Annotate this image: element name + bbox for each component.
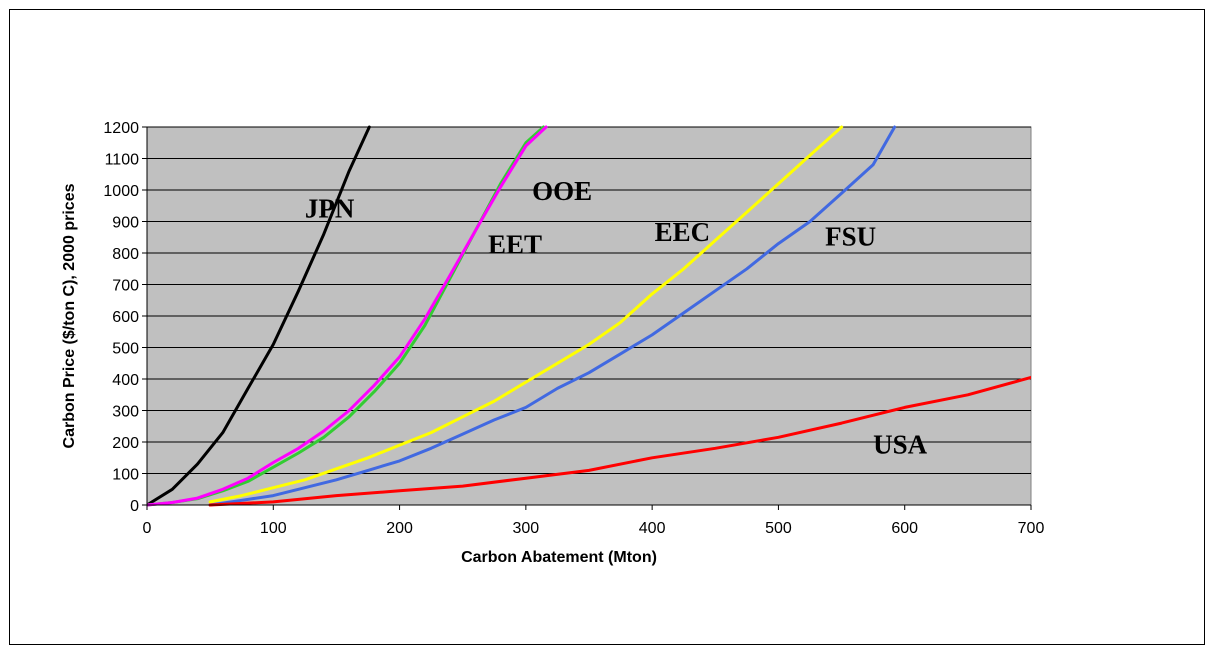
series-label-jpn: JPN [305, 193, 355, 223]
y-tick-label: 400 [112, 372, 139, 389]
series-label-ooe: OOE [532, 176, 592, 206]
line-chart: 0100200300400500600700800900100011001200… [61, 120, 1044, 566]
y-tick-label: 1200 [103, 120, 139, 137]
y-tick-label: 900 [112, 215, 139, 232]
y-tick-label: 100 [112, 467, 139, 484]
y-tick-label: 1000 [103, 183, 139, 200]
y-axis-title: Carbon Price ($/ton C), 2000 prices [61, 183, 78, 448]
y-tick-label: 1100 [105, 152, 140, 169]
series-labels: JPN OOE EET EEC FSU USA [305, 176, 928, 460]
x-tick-label: 700 [1018, 520, 1045, 537]
series-layer [147, 125, 1031, 507]
x-tick-label: 300 [513, 520, 540, 537]
x-tick-label: 100 [260, 520, 287, 537]
series-line-fsu [208, 125, 897, 507]
series-label-fsu: FSU [825, 222, 876, 252]
series-line-jpn [147, 125, 371, 507]
series-line-eec [208, 125, 844, 504]
y-tick-label: 300 [112, 404, 139, 421]
y-tick-label: 500 [112, 341, 139, 358]
chart-frame: 0 100 200 300 400 500 600 700 800 900 1000 1100 1200… [9, 9, 1205, 645]
y-tick-label: 700 [112, 278, 139, 295]
x-tick-label: 400 [639, 520, 666, 537]
series-label-usa: USA [873, 430, 928, 460]
y-tick-label: 0 [130, 498, 139, 515]
series-line-eet [147, 125, 548, 507]
x-tick-label: 0 [143, 520, 152, 537]
y-tick-label: 600 [112, 309, 139, 326]
x-tick-label: 600 [891, 520, 918, 537]
series-label-eet: EET [488, 230, 542, 260]
gridlines [147, 126, 1031, 474]
y-tick-label: 200 [112, 435, 139, 452]
x-axis-title: Carbon Abatement (Mton) [461, 549, 657, 566]
axes: 0100200300400500600700800900100011001200… [103, 120, 1044, 537]
x-tick-label: 200 [386, 520, 413, 537]
series-line-usa [208, 375, 1031, 507]
x-tick-label: 500 [765, 520, 792, 537]
series-label-eec: EEC [655, 217, 711, 247]
y-tick-label: 800 [112, 246, 139, 263]
